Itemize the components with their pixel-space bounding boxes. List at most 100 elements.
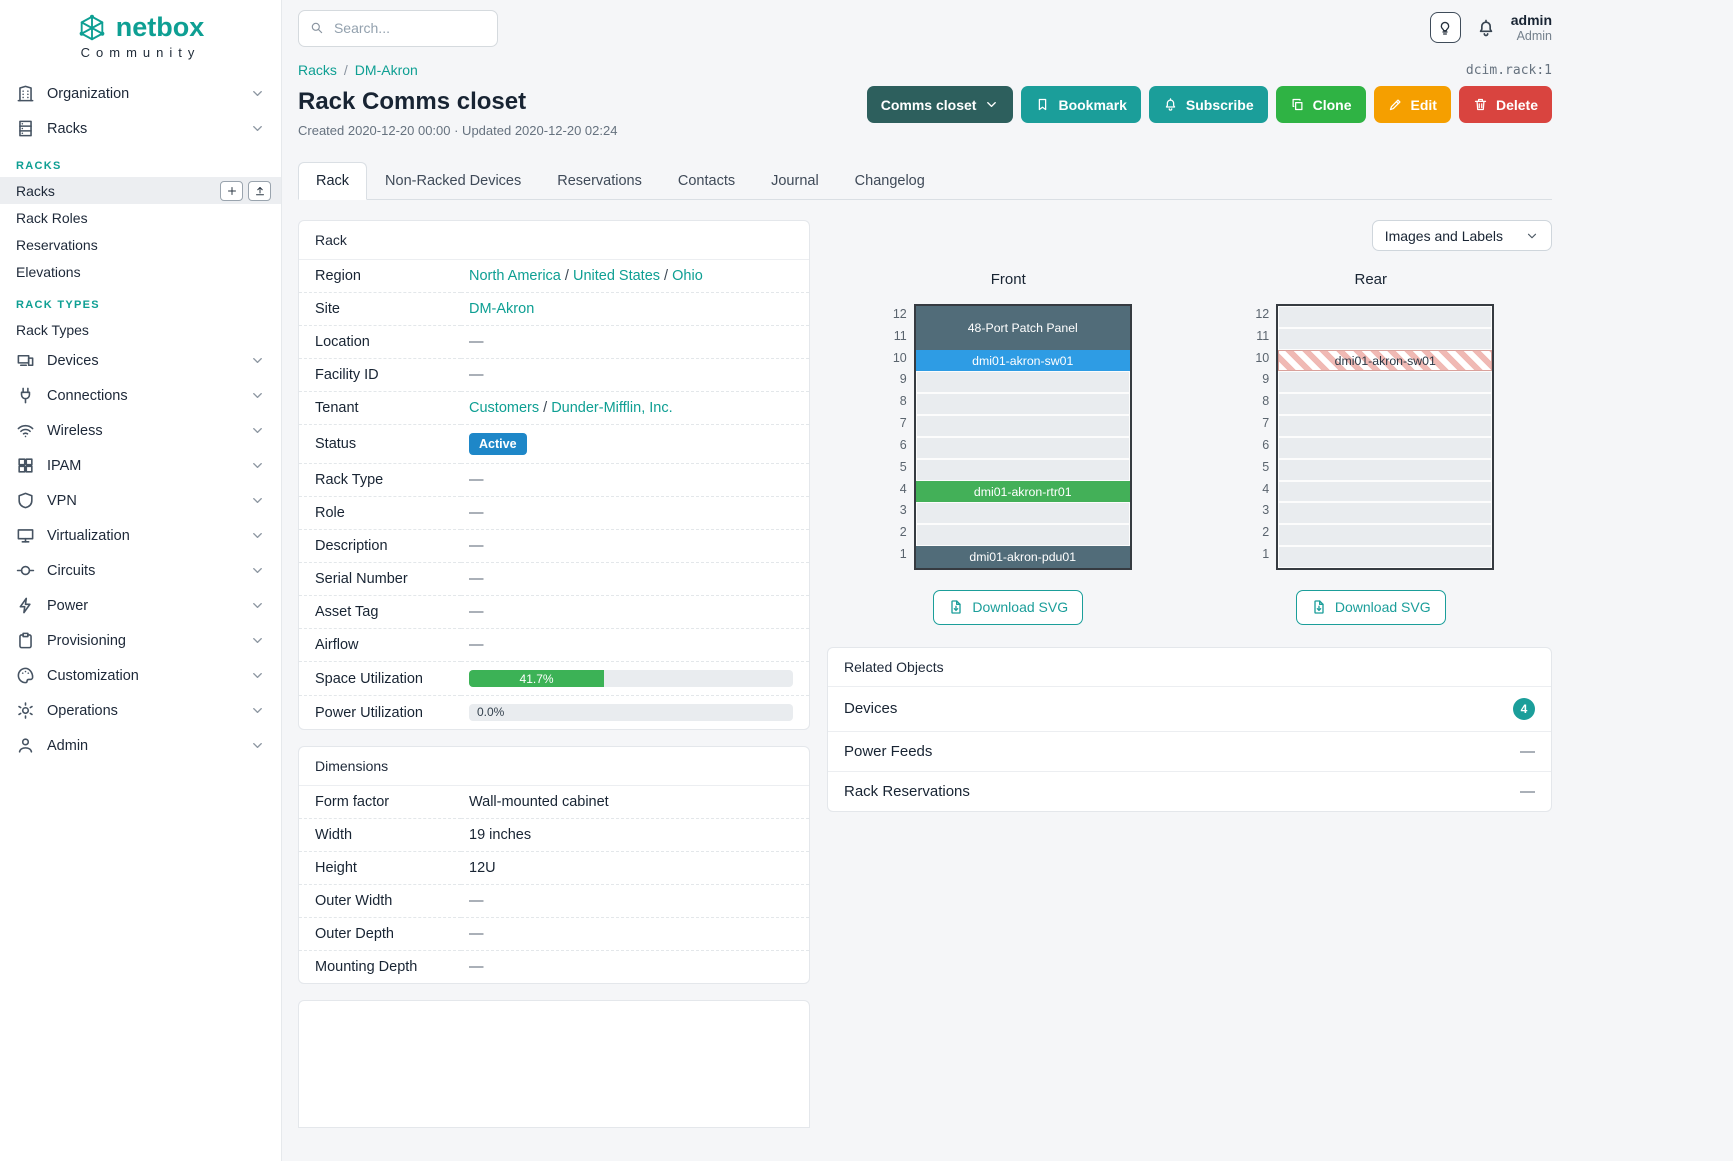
rack-unit-slot[interactable] xyxy=(1279,416,1492,436)
sidebar-item-organization[interactable]: Organization xyxy=(0,76,281,111)
related-row-power-feeds[interactable]: Power Feeds — xyxy=(828,730,1551,771)
tab-changelog[interactable]: Changelog xyxy=(854,173,925,189)
attr-value: — xyxy=(461,595,809,629)
unit-number: 2 xyxy=(899,525,907,540)
rack-device[interactable]: dmi01-akron-rtr01 xyxy=(915,480,1130,503)
rack-context-dropdown[interactable]: Comms closet xyxy=(866,86,1014,123)
bookmark-button[interactable]: Bookmark xyxy=(1021,86,1141,123)
tab-rack[interactable]: Rack xyxy=(298,162,368,200)
link-united-states[interactable]: United States xyxy=(572,268,661,284)
user-menu[interactable]: admin Admin xyxy=(1511,12,1552,44)
status-badge: Active xyxy=(469,433,527,455)
link-north-america[interactable]: North America xyxy=(469,268,561,284)
sidebar-item-reservations[interactable]: Reservations xyxy=(0,231,281,258)
sidebar-item-racks[interactable]: Racks xyxy=(0,111,281,146)
rack-unit-slot[interactable] xyxy=(1279,437,1492,458)
unit-number: 10 xyxy=(1255,350,1270,365)
grid-icon xyxy=(18,458,33,473)
related-label: Devices xyxy=(844,700,898,718)
rack-unit-slot[interactable] xyxy=(1279,328,1492,349)
sidebar-item-customization[interactable]: Customization xyxy=(0,658,281,693)
rack-unit-slot[interactable] xyxy=(1279,525,1492,546)
rack-unit-slot[interactable] xyxy=(1279,481,1492,502)
sidebar-item-wireless[interactable]: Wireless xyxy=(0,413,281,448)
attr-value: Active xyxy=(461,424,809,464)
edit-button[interactable]: Edit xyxy=(1373,86,1451,123)
search-input[interactable] xyxy=(331,19,486,37)
related-row-devices[interactable]: Devices 4 xyxy=(828,687,1551,731)
link-ohio[interactable]: Ohio xyxy=(672,268,703,284)
sidebar-item-label: Circuits xyxy=(47,562,96,579)
rack-device[interactable]: dmi01-akron-sw01 xyxy=(915,349,1130,372)
chevron-down-icon xyxy=(253,463,262,468)
link-dm-akron[interactable]: DM-Akron xyxy=(469,301,535,317)
object-id: dcim.rack:1 xyxy=(1465,62,1552,78)
table-row: Tenant Customers / Dunder-Mifflin, Inc. xyxy=(299,391,809,425)
notifications-bell-icon[interactable] xyxy=(1476,18,1496,38)
rack-unit-slot[interactable] xyxy=(1279,547,1492,567)
rack-unit-slot[interactable] xyxy=(916,372,1129,393)
unit-number: 12 xyxy=(1255,307,1270,321)
tab-contacts[interactable]: Contacts xyxy=(677,173,736,189)
sidebar-item-ipam[interactable]: IPAM xyxy=(0,448,281,483)
sidebar-item-admin[interactable]: Admin xyxy=(0,728,281,763)
sidebar-item-vpn[interactable]: VPN xyxy=(0,483,281,518)
sidebar-item-provisioning[interactable]: Provisioning xyxy=(0,623,281,658)
rack-unit-slot[interactable] xyxy=(916,459,1129,480)
link-dunder-mifflin-inc[interactable]: Dunder-Mifflin, Inc. xyxy=(551,400,673,416)
import-button[interactable] xyxy=(248,180,271,201)
related-row-rack-reservations[interactable]: Rack Reservations — xyxy=(828,770,1551,811)
rack-unit-slot[interactable] xyxy=(916,416,1129,436)
brand[interactable]: netbox Community xyxy=(0,0,281,64)
sidebar-item-operations[interactable]: Operations xyxy=(0,693,281,728)
rack-unit-slot[interactable] xyxy=(1279,372,1492,393)
tab-non-racked-devices[interactable]: Non-Racked Devices xyxy=(385,173,522,189)
add-button[interactable] xyxy=(220,180,243,201)
rack-unit-slot[interactable] xyxy=(916,525,1129,546)
sidebar-item-devices[interactable]: Devices xyxy=(0,343,281,378)
table-row: Height 12U xyxy=(299,851,809,885)
rack-device[interactable]: 48-Port Patch Panel xyxy=(915,306,1130,350)
rack-unit-slot[interactable] xyxy=(1279,459,1492,480)
table-row: Mounting Depth — xyxy=(299,951,809,984)
sidebar-item-rack-types[interactable]: Rack Types xyxy=(0,316,281,343)
sidebar-item-power[interactable]: Power xyxy=(0,588,281,623)
download-svg-label: Download SVG xyxy=(1334,599,1431,616)
tab-reservations[interactable]: Reservations xyxy=(557,173,642,189)
progress-bar: 0.0% xyxy=(469,704,793,721)
download-svg-button[interactable]: Download SVG xyxy=(933,589,1084,625)
sidebar-item-rack-roles[interactable]: Rack Roles xyxy=(0,204,281,231)
attr-label: Rack Type xyxy=(299,463,461,497)
bolt-icon xyxy=(19,597,31,614)
rack-unit-slot[interactable] xyxy=(1279,503,1492,524)
download-svg-button[interactable]: Download SVG xyxy=(1295,589,1446,625)
search-box[interactable] xyxy=(298,9,498,47)
sidebar-item-elevations[interactable]: Elevations xyxy=(0,258,281,285)
subscribe-button[interactable]: Subscribe xyxy=(1148,86,1268,123)
rack-unit-slot[interactable] xyxy=(1279,307,1492,327)
unit-number: 6 xyxy=(899,437,907,452)
rack-unit-slot[interactable] xyxy=(916,437,1129,458)
attr-label: Description xyxy=(299,529,461,563)
delete-button[interactable]: Delete xyxy=(1458,86,1552,123)
sidebar-item-racks[interactable]: Racks xyxy=(0,177,281,204)
rack-unit-slot[interactable] xyxy=(916,394,1129,415)
rack-device[interactable]: dmi01-akron-sw01 xyxy=(1278,349,1493,372)
rack-unit-slot[interactable] xyxy=(916,503,1129,524)
unit-number: 8 xyxy=(899,394,907,409)
sidebar-item-circuits[interactable]: Circuits xyxy=(0,553,281,588)
breadcrumb-link-racks[interactable]: Racks xyxy=(298,62,337,78)
attr-label: Location xyxy=(299,325,461,359)
breadcrumb-link-dm-akron[interactable]: DM-Akron xyxy=(354,62,418,78)
rack-device[interactable]: dmi01-akron-pdu01 xyxy=(915,546,1130,568)
sidebar-item-label: Wireless xyxy=(47,422,103,439)
link-customers[interactable]: Customers xyxy=(469,400,540,416)
sidebar-item-virtualization[interactable]: Virtualization xyxy=(0,518,281,553)
attr-label: Mounting Depth xyxy=(315,959,418,975)
clone-button[interactable]: Clone xyxy=(1275,86,1366,123)
rack-unit-slot[interactable] xyxy=(1279,394,1492,415)
tab-journal[interactable]: Journal xyxy=(771,173,819,189)
theme-toggle-button[interactable] xyxy=(1429,12,1461,44)
sidebar-item-connections[interactable]: Connections xyxy=(0,378,281,413)
images-labels-select[interactable]: Images and Labels xyxy=(1371,220,1552,251)
